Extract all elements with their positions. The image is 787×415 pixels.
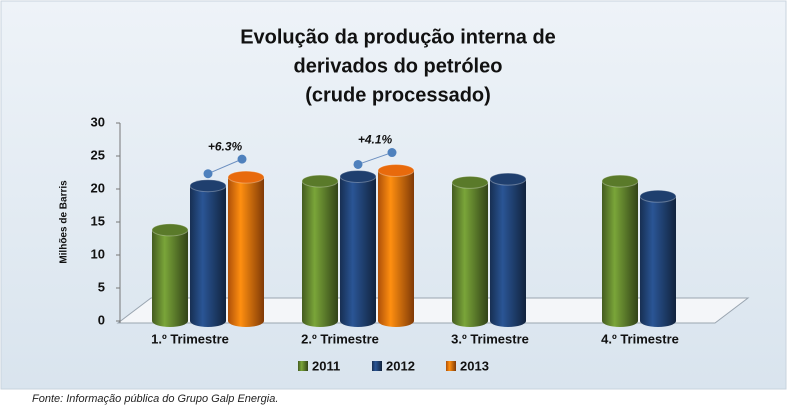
annotation-dot bbox=[203, 169, 213, 179]
bar bbox=[301, 174, 339, 327]
chart-title: Evolução da produção interna de bbox=[240, 26, 556, 48]
bar-top bbox=[451, 175, 489, 189]
bar bbox=[377, 164, 415, 327]
bar-base bbox=[640, 315, 676, 327]
bar-body bbox=[378, 170, 414, 321]
annotation: +4.1% bbox=[358, 133, 393, 147]
bar bbox=[451, 175, 489, 327]
bar-base bbox=[152, 315, 188, 327]
annotation-dot bbox=[237, 154, 247, 164]
bar-body bbox=[152, 229, 188, 321]
legend-label: 2013 bbox=[460, 358, 489, 373]
bar-body bbox=[228, 177, 264, 321]
bar-base bbox=[190, 315, 226, 327]
bar-top bbox=[151, 223, 189, 237]
bar bbox=[339, 169, 377, 327]
bar-top bbox=[601, 174, 639, 188]
y-axis-label: Milhões de Barris bbox=[59, 180, 70, 264]
bar-body bbox=[302, 181, 338, 321]
y-tick-label: 20 bbox=[91, 180, 105, 195]
x-tick-label: 3.º Trimestre bbox=[451, 331, 529, 346]
x-tick-label: 1.º Trimestre bbox=[151, 331, 229, 346]
bar-body bbox=[190, 185, 226, 321]
y-tick-label: 15 bbox=[91, 213, 105, 228]
bar bbox=[151, 223, 189, 327]
x-tick-label: 2.º Trimestre bbox=[301, 331, 379, 346]
source-note: Fonte: Informação pública do Grupo Galp … bbox=[32, 393, 278, 405]
y-tick-label: 0 bbox=[98, 312, 105, 327]
bar-base bbox=[340, 315, 376, 327]
legend-swatch bbox=[298, 361, 308, 371]
bar-top bbox=[189, 179, 227, 193]
bar-body bbox=[640, 196, 676, 321]
bar-base bbox=[228, 315, 264, 327]
bar-base bbox=[302, 315, 338, 327]
bar-base bbox=[490, 315, 526, 327]
bar bbox=[489, 172, 527, 327]
bar bbox=[227, 170, 265, 327]
bar-base bbox=[452, 315, 488, 327]
bar-top bbox=[489, 172, 527, 186]
x-tick-label: 4.º Trimestre bbox=[601, 331, 679, 346]
chart-title: (crude processado) bbox=[305, 84, 491, 106]
annotation: +6.3% bbox=[208, 139, 243, 153]
bar bbox=[639, 189, 677, 327]
y-tick-label: 5 bbox=[98, 279, 105, 294]
bar-top bbox=[301, 174, 339, 188]
bar-body bbox=[340, 176, 376, 321]
bar-base bbox=[602, 315, 638, 327]
bar bbox=[189, 179, 227, 327]
bar-body bbox=[602, 181, 638, 321]
bar-body bbox=[452, 182, 488, 321]
bar-top bbox=[339, 169, 377, 183]
bar-top bbox=[227, 170, 265, 184]
y-tick-label: 25 bbox=[91, 147, 105, 162]
bar-top bbox=[377, 164, 415, 178]
y-tick-label: 30 bbox=[91, 114, 105, 129]
annotation-dot bbox=[353, 159, 363, 169]
legend-label: 2011 bbox=[312, 358, 340, 373]
legend-swatch bbox=[446, 361, 456, 371]
bar-base bbox=[378, 315, 414, 327]
bar-top bbox=[639, 189, 677, 203]
bar bbox=[601, 174, 639, 327]
bar-body bbox=[490, 179, 526, 321]
annotation-line bbox=[207, 158, 243, 175]
annotation-line bbox=[357, 152, 393, 165]
legend-swatch bbox=[372, 361, 382, 371]
legend-label: 2012 bbox=[386, 358, 415, 373]
y-tick-label: 10 bbox=[91, 246, 105, 261]
annotation-dot bbox=[387, 148, 397, 158]
chart-title: derivados do petróleo bbox=[294, 55, 503, 77]
